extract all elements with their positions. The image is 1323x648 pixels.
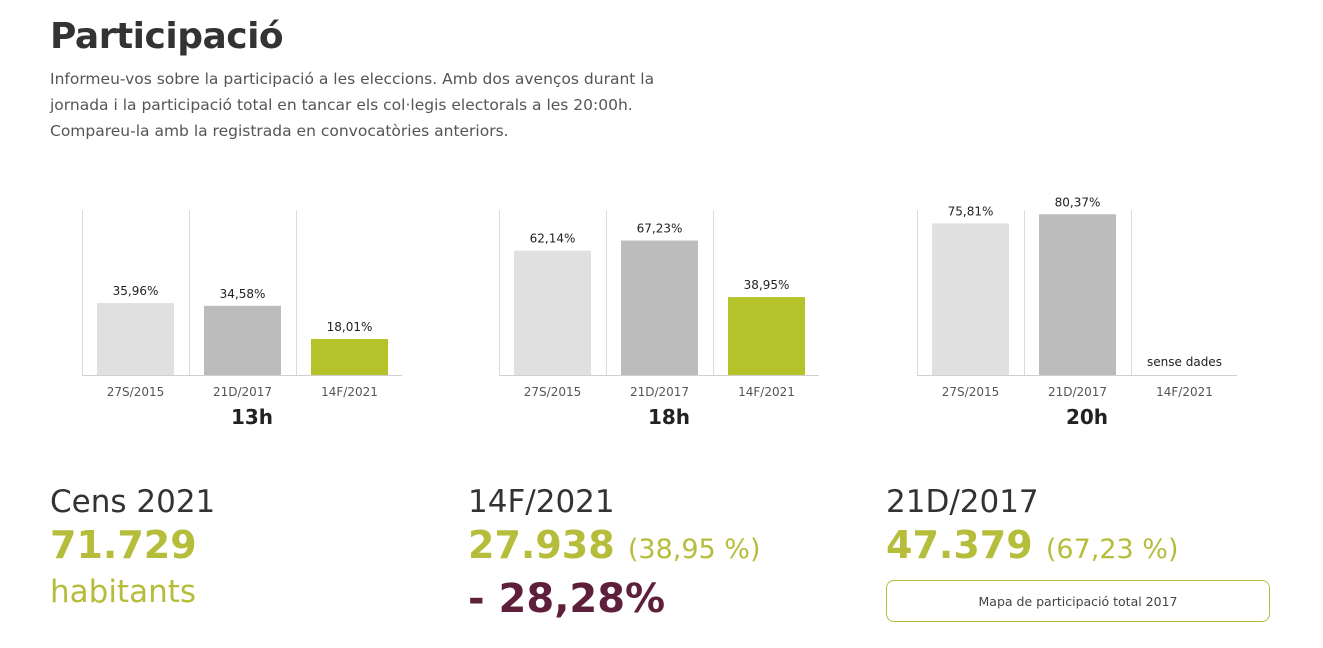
- bar-27S/2015: [514, 250, 591, 375]
- x-tick-label: 21D/2017: [213, 385, 272, 399]
- chart-20h-svg: 75,81% 27S/2015 80,37% 21D/2017 sense dades 1…: [917, 195, 1237, 399]
- chart-13h-svg: 35,96% 27S/2015 34,58% 21D/2017 18,01% 14F/20…: [82, 210, 402, 399]
- cens-unit: habitants: [50, 574, 197, 610]
- x-tick-label: 21D/2017: [630, 385, 689, 399]
- bar-14F/2021: [311, 338, 388, 375]
- chart-20h: 75,81% 27S/2015 80,37% 21D/2017 sense dades 1…: [917, 195, 1257, 435]
- no-data-label: sense dades: [1147, 355, 1222, 369]
- intro-text: Informeu-vos sobre la participació a les…: [50, 70, 655, 140]
- previous-value-line: 47.379 (67,23 %): [886, 520, 1306, 575]
- previous-label: 21D/2017: [886, 484, 1039, 520]
- chart-13h: 35,96% 27S/2015 34,58% 21D/2017 18,01% 14F/20…: [82, 205, 422, 435]
- data-label: 34,58%: [220, 287, 266, 301]
- cens-stat: Cens 2021 71.729 habitants: [50, 484, 470, 614]
- data-label: 38,95%: [744, 278, 790, 292]
- current-value-line: 27.938 (38,95 %): [468, 520, 888, 575]
- data-label: 35,96%: [113, 284, 159, 298]
- chart-20h-title: 20h: [1065, 405, 1109, 429]
- chart-18h: 62,14% 27S/2015 67,23% 21D/2017 38,95% 14F/20…: [499, 205, 839, 435]
- previous-value: 47.379: [886, 523, 1033, 567]
- bar-21D/2017: [621, 240, 698, 375]
- data-label: 75,81%: [948, 204, 994, 218]
- current-diff: - 28,28%: [468, 576, 666, 622]
- current-stat: 14F/2021 27.938 (38,95 %) - 28,28%: [468, 484, 888, 623]
- current-percent: (38,95 %): [627, 534, 761, 565]
- chart-13h-title: 13h: [230, 405, 274, 429]
- chart-18h-svg: 62,14% 27S/2015 67,23% 21D/2017 38,95% 14F/20…: [499, 210, 819, 399]
- x-tick-label: 27S/2015: [524, 385, 581, 399]
- bar-27S/2015: [932, 223, 1009, 375]
- data-label: 18,01%: [327, 320, 373, 334]
- bar-14F/2021: [728, 297, 805, 375]
- current-value: 27.938: [468, 523, 615, 567]
- data-label: 67,23%: [637, 222, 683, 236]
- current-label: 14F/2021: [468, 484, 615, 520]
- previous-stat: 21D/2017 47.379 (67,23 %): [886, 484, 1306, 575]
- x-tick-label: 14F/2021: [321, 385, 378, 399]
- bar-21D/2017: [1039, 214, 1116, 375]
- data-label: 62,14%: [530, 232, 576, 246]
- x-tick-label: 27S/2015: [107, 385, 164, 399]
- cens-value: 71.729: [50, 523, 197, 567]
- participation-map-button[interactable]: Mapa de participació total 2017: [886, 580, 1270, 622]
- x-tick-label: 14F/2021: [1156, 385, 1213, 399]
- previous-percent: (67,23 %): [1045, 534, 1179, 565]
- x-tick-label: 21D/2017: [1048, 385, 1107, 399]
- x-tick-label: 27S/2015: [942, 385, 999, 399]
- page-title: Participació: [50, 16, 284, 57]
- x-tick-label: 14F/2021: [738, 385, 795, 399]
- bar-27S/2015: [97, 303, 174, 375]
- chart-18h-title: 18h: [647, 405, 691, 429]
- cens-label: Cens 2021: [50, 484, 216, 520]
- data-label: 80,37%: [1055, 195, 1101, 209]
- bar-21D/2017: [204, 305, 281, 375]
